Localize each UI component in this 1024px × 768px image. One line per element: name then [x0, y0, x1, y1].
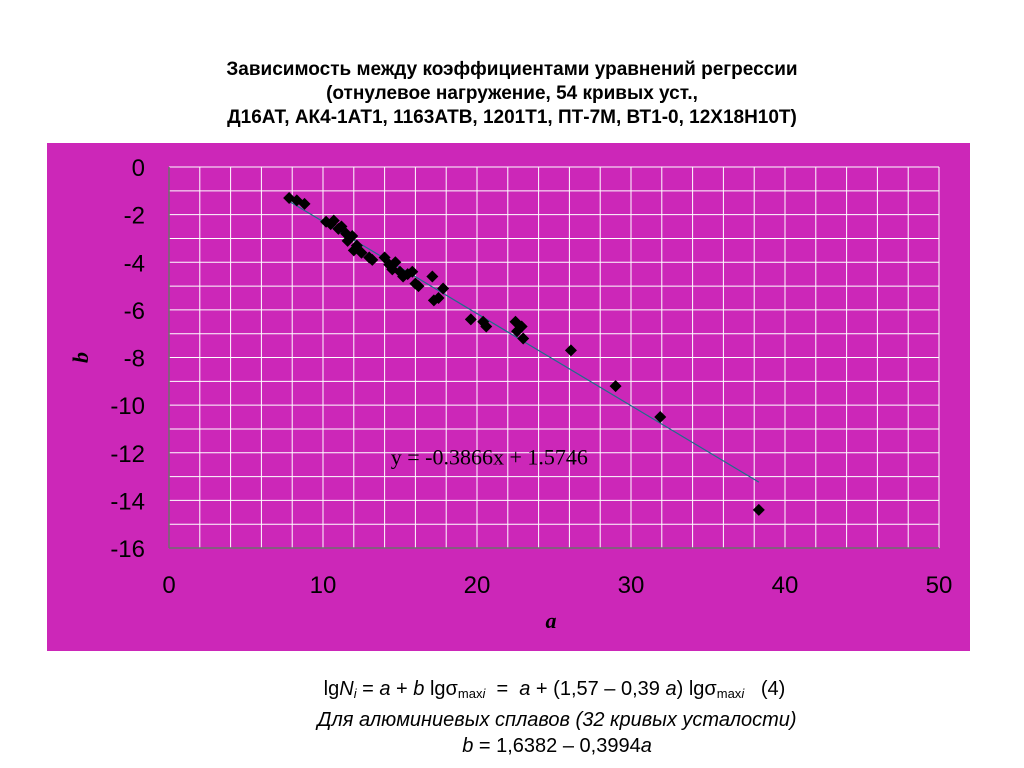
- title-line-3: Д16АТ, АК4-1АТ1, 1163АТВ, 1201Т1, ПТ-7М,…: [227, 107, 797, 128]
- regression-equation-4: lgNi = a + b lgσmaxi = a + (1,57 – 0,39 …: [323, 678, 786, 701]
- data-point: [515, 320, 528, 333]
- data-point: [389, 256, 402, 269]
- data-point: [366, 253, 379, 266]
- x-tick-label: 20: [464, 572, 491, 599]
- data-point: [437, 282, 450, 295]
- data-point: [609, 380, 622, 393]
- data-point: [412, 280, 425, 293]
- equation-number: (4): [760, 678, 786, 700]
- y-tick-label: -16: [110, 536, 145, 563]
- y-tick-label: -6: [124, 298, 145, 325]
- data-point: [654, 411, 667, 424]
- y-tick-label: 0: [132, 155, 145, 182]
- data-point: [752, 503, 765, 516]
- chart-title: Зависимость между коэффициентами уравнен…: [0, 58, 1024, 130]
- y-tick-label: -8: [124, 346, 145, 373]
- data-point: [517, 332, 530, 345]
- formula-block: lgNi = a + b lgσmaxi = a + (1,57 – 0,39 …: [0, 676, 1024, 759]
- y-tick-label: -2: [124, 203, 145, 230]
- x-tick-label: 50: [926, 572, 953, 599]
- data-point: [327, 214, 340, 227]
- x-tick-label: 0: [162, 572, 175, 599]
- y-tick-label: -10: [110, 393, 145, 420]
- y-tick-label: -14: [110, 488, 145, 515]
- trendline-equation: y = -0.3866x + 1.5746: [391, 444, 588, 469]
- x-axis-label: a: [546, 608, 557, 633]
- data-point: [426, 270, 439, 283]
- data-point: [406, 265, 419, 278]
- y-axis-label: b: [68, 352, 93, 363]
- title-line-1: Зависимость между коэффициентами уравнен…: [226, 59, 798, 80]
- x-tick-label: 10: [310, 572, 337, 599]
- data-point: [298, 197, 311, 210]
- aluminium-caption: Для алюминиевых сплавов (32 кривых устал…: [317, 709, 797, 731]
- x-tick-label: 30: [618, 572, 645, 599]
- y-tick-label: -4: [124, 250, 145, 277]
- data-point: [355, 246, 368, 259]
- title-line-2: (отнулевое нагружение, 54 кривых уст.,: [326, 83, 698, 104]
- data-point: [346, 230, 359, 243]
- data-point: [480, 320, 493, 333]
- data-point: [564, 344, 577, 357]
- y-tick-label: -12: [110, 441, 145, 468]
- data-point: [464, 313, 477, 326]
- data-point: [432, 291, 445, 304]
- b-equation: b = 1,6382 – 0,3994a: [462, 735, 652, 757]
- x-tick-label: 40: [772, 572, 799, 599]
